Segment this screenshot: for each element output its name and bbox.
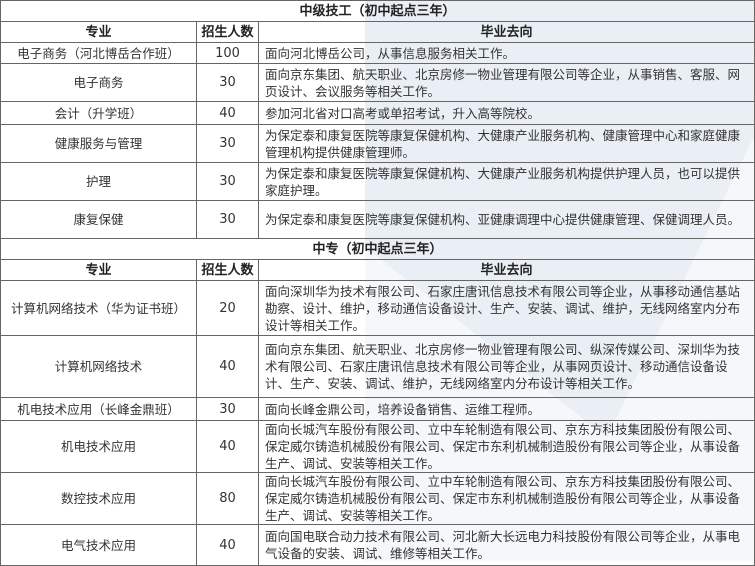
column-header: 毕业去向 (258, 21, 755, 43)
column-header: 专业 (0, 21, 197, 43)
column-header: 招生人数 (196, 259, 259, 281)
destination-cell: 为保定泰和康复医院等康复保健机构、亚健康调理中心提供健康管理、保健调理人员。 (258, 200, 755, 239)
enrollment-count-cell: 80 (196, 472, 259, 525)
section-title: 中专（初中起点三年） (0, 238, 755, 260)
column-header: 招生人数 (196, 21, 259, 43)
major-cell: 健康服务与管理 (0, 124, 197, 163)
major-cell: 计算机网络技术 (0, 335, 197, 398)
enrollment-count-cell: 30 (196, 124, 259, 163)
destination-cell: 为保定泰和康复医院等康复保健机构、大健康产业服务机构、健康管理中心和家庭健康管理… (258, 124, 755, 163)
major-cell: 数控技术应用 (0, 472, 197, 525)
major-cell: 电气技术应用 (0, 524, 197, 566)
header-row: 专业 招生人数 毕业去向 (0, 21, 755, 43)
major-cell: 护理 (0, 162, 197, 201)
destination-cell: 为保定泰和康复医院等康复保健机构、大健康产业服务机构提供护理人员，也可以提供家庭… (258, 162, 755, 201)
table-row: 健康服务与管理 30 为保定泰和康复医院等康复保健机构、大健康产业服务机构、健康管理… (0, 124, 755, 163)
major-cell: 计算机网络技术（华为证书班） (0, 280, 197, 336)
major-cell: 康复保健 (0, 200, 197, 239)
enrollment-count-cell: 20 (196, 280, 259, 336)
enrollment-count-cell: 30 (196, 200, 259, 239)
major-cell: 电子商务 (0, 63, 197, 102)
table-row: 电子商务（河北博岳合作班） 100 面向河北博岳公司，从事信息服务相关工作。 (0, 42, 755, 64)
enrollment-count-cell: 100 (196, 42, 259, 64)
destination-cell: 面向京东集团、航天职业、北京房修一物业管理有限公司等企业，从事销售、客服、网页设… (258, 63, 755, 102)
enrollment-count-cell: 40 (196, 335, 259, 398)
table-row: 电气技术应用 40 面向国电联合动力技术有限公司、河北新大长远电力科技股份有限公司等… (0, 524, 755, 566)
destination-cell: 面向深圳华为技术有限公司、石家庄唐讯信息技术有限公司等企业，从事移动通信基站勘察… (258, 280, 755, 336)
table-row: 电子商务 30 面向京东集团、航天职业、北京房修一物业管理有限公司等企业，从事销售、… (0, 63, 755, 102)
table-row: 数控技术应用 80 面向长城汽车股份有限公司、立中车轮制造有限公司、京东方科技集团股… (0, 472, 755, 525)
table-row: 计算机网络技术（华为证书班） 20 面向深圳华为技术有限公司、石家庄唐讯信息技术有限… (0, 280, 755, 336)
destination-cell: 面向国电联合动力技术有限公司、河北新大长远电力科技股份有限公司等企业，从事电气设… (258, 524, 755, 566)
major-cell: 会计（升学班） (0, 101, 197, 125)
section-title: 中级技工（初中起点三年） (0, 0, 755, 22)
enrollment-count-cell: 40 (196, 524, 259, 566)
table-row: 计算机网络技术 40 面向京东集团、航天职业、北京房修一物业管理有限公司、纵深传媒公… (0, 335, 755, 398)
enrollment-count-cell: 40 (196, 101, 259, 125)
destination-cell: 面向河北博岳公司，从事信息服务相关工作。 (258, 42, 755, 64)
table-row: 康复保健 30 为保定泰和康复医院等康复保健机构、亚健康调理中心提供健康管理、保健调… (0, 200, 755, 239)
column-header: 毕业去向 (258, 259, 755, 281)
destination-cell: 面向长城汽车股份有限公司、立中车轮制造有限公司、京东方科技集团股份有限公司、保定… (258, 420, 755, 473)
enrollment-count-cell: 30 (196, 63, 259, 102)
enrollment-count-cell: 30 (196, 397, 259, 421)
major-cell: 电子商务（河北博岳合作班） (0, 42, 197, 64)
major-cell: 机电技术应用 (0, 420, 197, 473)
enrollment-count-cell: 30 (196, 162, 259, 201)
destination-cell: 面向长城汽车股份有限公司、立中车轮制造有限公司、京东方科技集团股份有限公司、保定… (258, 472, 755, 525)
table-row: 机电技术应用（长峰金鼎班） 30 面向长峰金鼎公司，培养设备销售、运维工程师。 (0, 397, 755, 421)
table-row: 机电技术应用 40 面向长城汽车股份有限公司、立中车轮制造有限公司、京东方科技集团股… (0, 420, 755, 473)
table-row: 会计（升学班） 40 参加河北省对口高考或单招考试，升入高等院校。 (0, 101, 755, 125)
destination-cell: 面向长峰金鼎公司，培养设备销售、运维工程师。 (258, 397, 755, 421)
column-header: 专业 (0, 259, 197, 281)
header-row: 专业 招生人数 毕业去向 (0, 259, 755, 281)
destination-cell: 面向京东集团、航天职业、北京房修一物业管理有限公司、纵深传媒公司、深圳华为技术有… (258, 335, 755, 398)
major-cell: 机电技术应用（长峰金鼎班） (0, 397, 197, 421)
destination-cell: 参加河北省对口高考或单招考试，升入高等院校。 (258, 101, 755, 125)
table-row: 护理 30 为保定泰和康复医院等康复保健机构、大健康产业服务机构提供护理人员，也可以… (0, 162, 755, 201)
enrollment-count-cell: 40 (196, 420, 259, 473)
